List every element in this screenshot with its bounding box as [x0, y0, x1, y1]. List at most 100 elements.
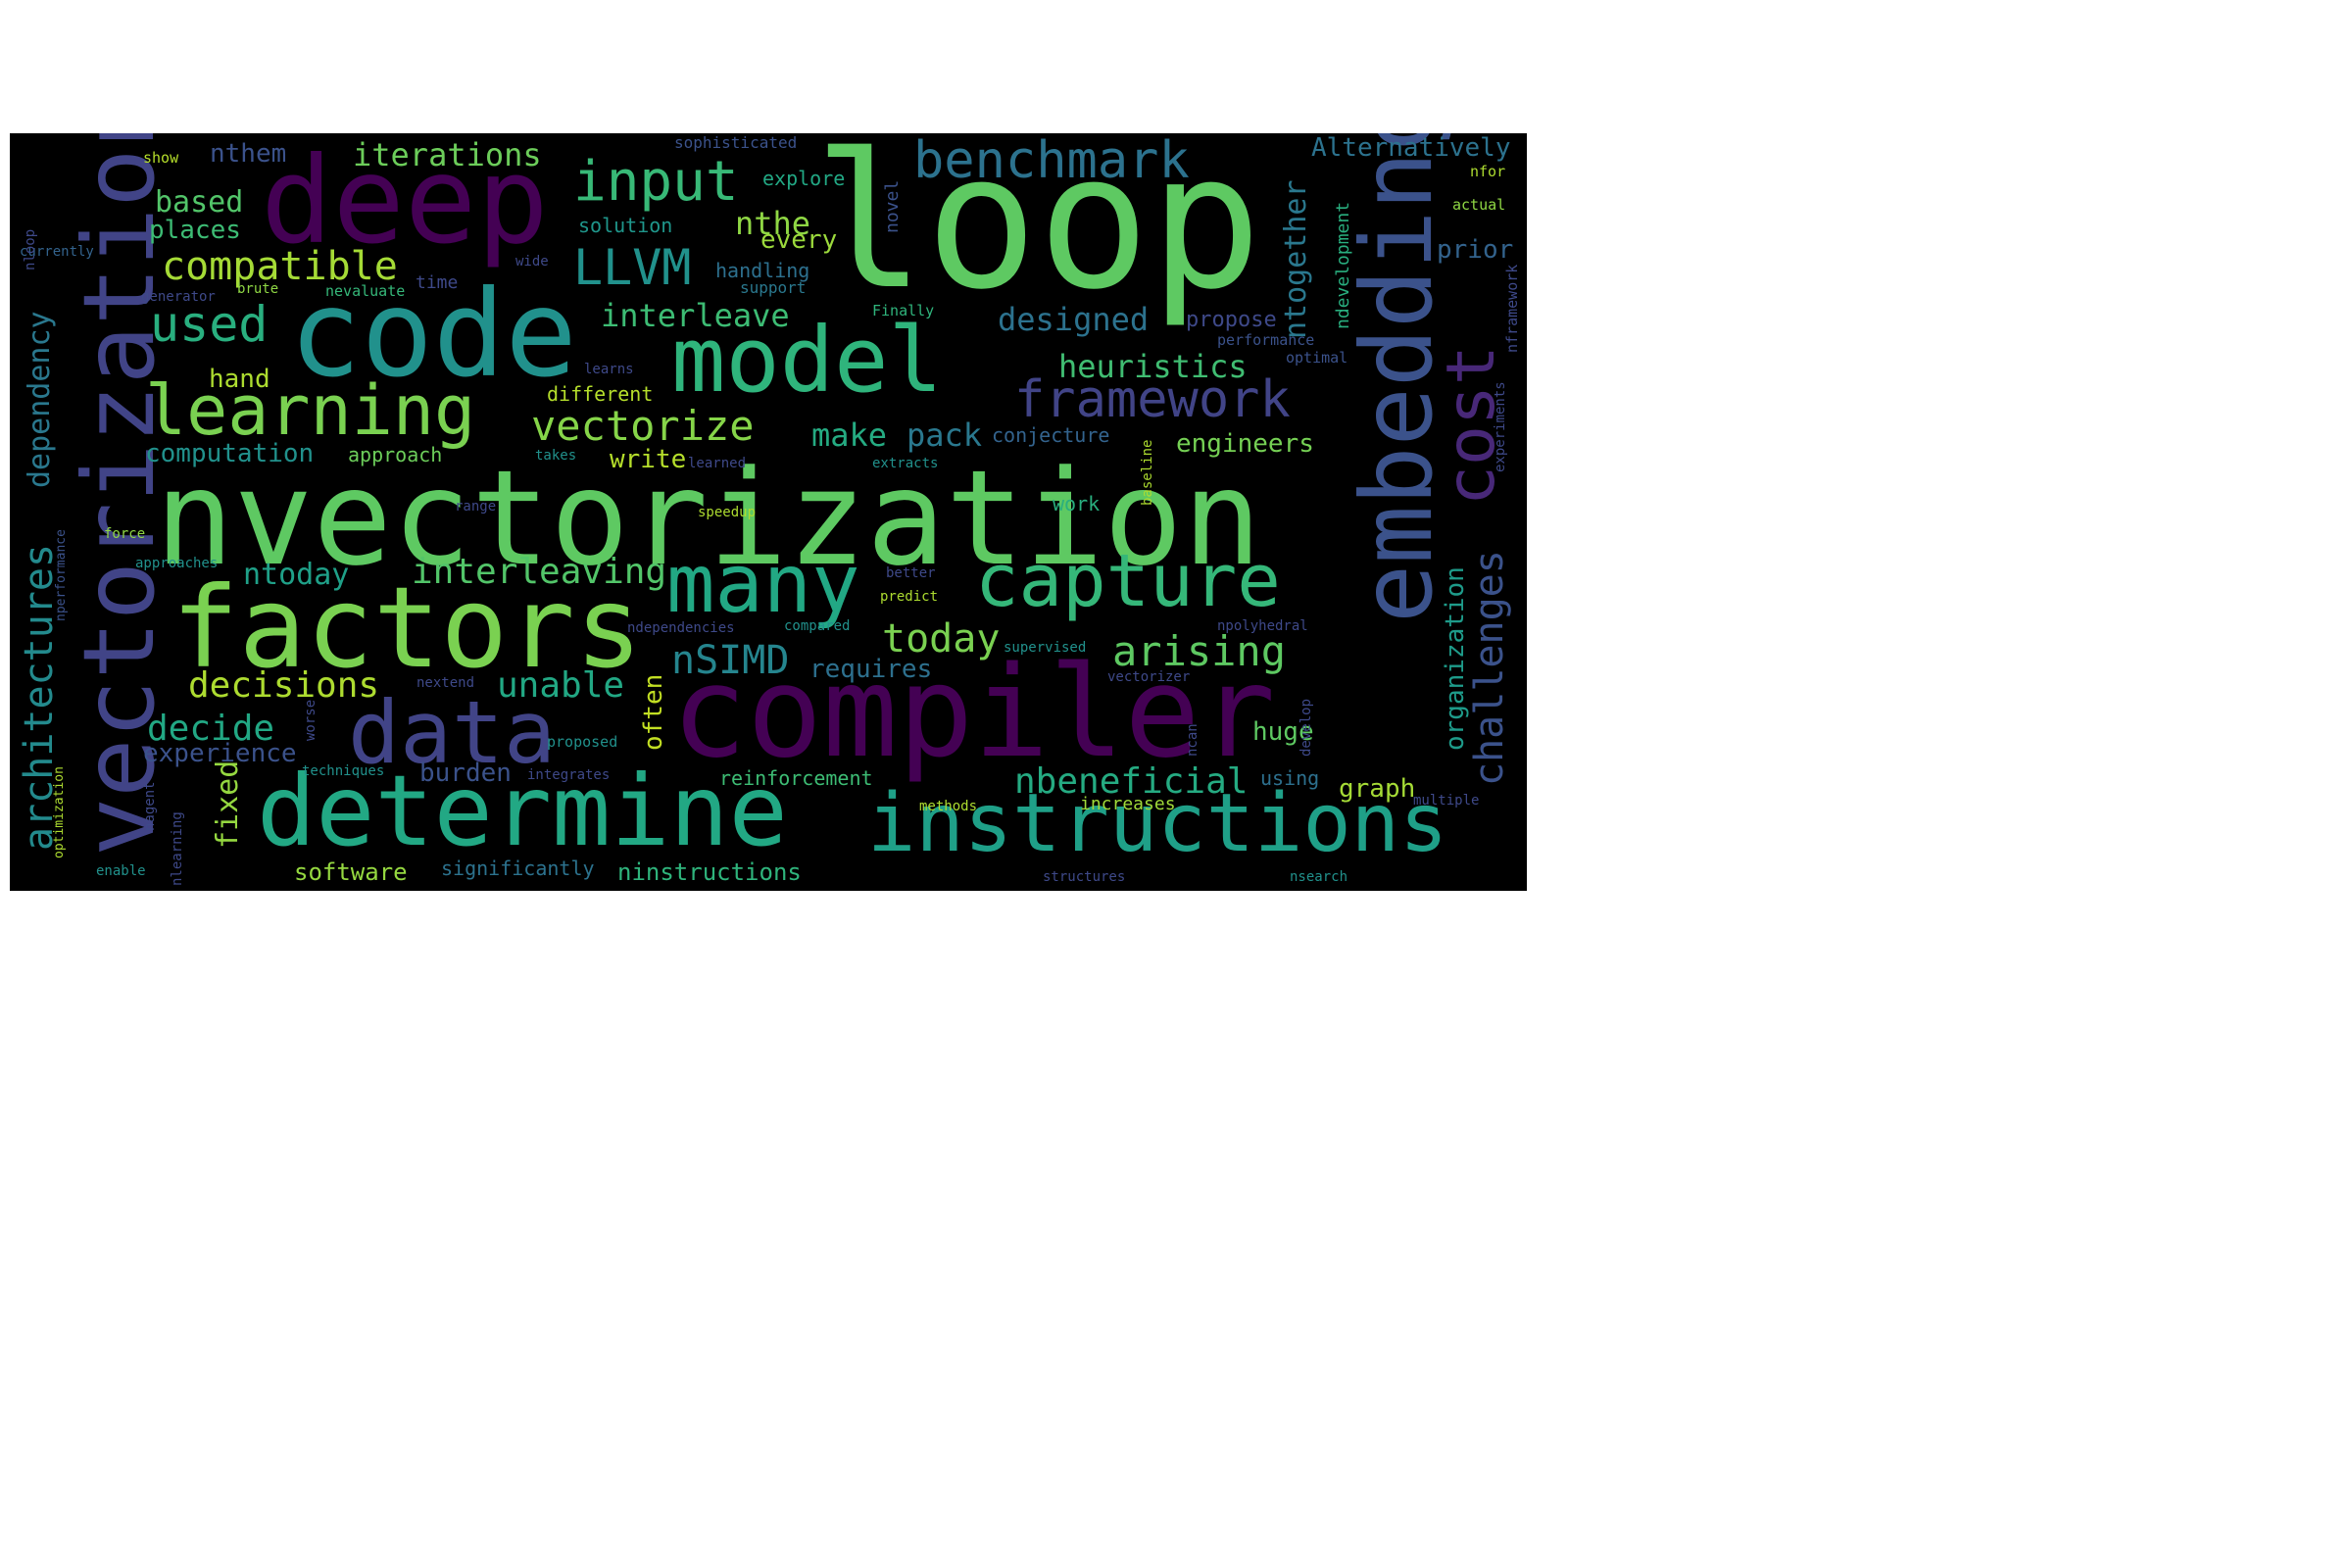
word: engineers — [1176, 429, 1314, 459]
word: range — [455, 499, 497, 514]
word: approach — [348, 443, 443, 466]
word: support — [740, 278, 807, 297]
word: graph — [1339, 774, 1416, 804]
word: today — [882, 616, 1001, 662]
word: compared — [784, 618, 851, 634]
word: data — [348, 682, 556, 783]
word: Finally — [872, 302, 935, 319]
word: optimization — [52, 766, 67, 858]
word: code — [289, 265, 577, 404]
word: nvectorization — [155, 442, 1262, 595]
word: burden — [419, 759, 512, 788]
word: actual — [1452, 196, 1506, 214]
word: takes — [535, 448, 577, 464]
word: dependency — [23, 311, 57, 488]
word: currently — [20, 244, 94, 260]
word: arising — [1112, 627, 1287, 675]
word: huge — [1252, 717, 1314, 747]
word: handling — [715, 259, 810, 282]
word: predict — [880, 589, 939, 605]
word: ninstructions — [617, 858, 802, 886]
word: nfor — [1470, 163, 1506, 180]
word: time — [416, 272, 459, 293]
word: baseline — [1140, 439, 1155, 506]
word: ntogether — [1279, 179, 1313, 339]
word: decisions — [188, 665, 380, 706]
word: iterations — [353, 136, 542, 173]
word: novel — [882, 179, 903, 233]
word: conjecture — [992, 423, 1110, 447]
word: often — [639, 673, 668, 751]
word: compatible — [162, 244, 398, 289]
word: reinforcement — [719, 766, 873, 790]
word: nagent — [142, 781, 158, 831]
word: decide — [147, 709, 275, 749]
word: using — [1260, 766, 1320, 790]
word: deep — [261, 133, 549, 270]
word: significantly — [441, 857, 595, 880]
word: optimal — [1286, 349, 1348, 367]
word: wide — [515, 254, 549, 270]
word: increases — [1080, 794, 1176, 814]
word: nextend — [416, 675, 475, 691]
word: write — [610, 445, 687, 474]
word: hand — [209, 365, 270, 394]
word: proposed — [547, 733, 618, 751]
word: worse — [303, 699, 318, 741]
word: prior — [1437, 235, 1514, 265]
word: brute — [237, 281, 279, 297]
word: nSIMD — [671, 638, 790, 683]
word: techniques — [302, 763, 385, 779]
word: software — [294, 858, 408, 886]
word: interleave — [601, 297, 790, 334]
word: integrates — [527, 767, 611, 783]
word: many — [666, 538, 860, 631]
word: methods — [919, 799, 978, 814]
word: learning — [145, 370, 476, 451]
word: fixed — [211, 760, 245, 849]
word: nloop — [23, 228, 38, 270]
word: every — [760, 225, 838, 255]
word: nframework — [1503, 264, 1521, 353]
word: show — [143, 149, 179, 167]
word: pack — [906, 416, 983, 454]
word: better — [886, 565, 936, 581]
word: loop — [813, 133, 1262, 330]
word: ndependencies — [627, 620, 735, 636]
word: designed — [998, 301, 1150, 338]
word: nsearch — [1290, 869, 1348, 885]
word: nthem — [210, 139, 287, 169]
word: nlearning — [170, 811, 185, 886]
word: generator — [141, 289, 216, 305]
word: speedup — [698, 505, 757, 520]
word: requires — [809, 655, 933, 684]
word: vectorize — [531, 402, 755, 450]
word: places — [149, 216, 241, 245]
word: propose — [1186, 308, 1277, 332]
word: learned — [688, 456, 747, 471]
word: performance — [1217, 331, 1315, 349]
word: model — [671, 308, 943, 413]
word: framework — [1014, 370, 1291, 429]
word: ncan — [1185, 723, 1200, 757]
word: nperformance — [54, 529, 69, 621]
word: approaches — [135, 556, 219, 571]
word: compiler — [671, 640, 1276, 786]
word: explore — [762, 167, 846, 190]
word: ntoday — [243, 558, 350, 592]
word: factors — [172, 563, 643, 693]
word: determine — [257, 754, 788, 868]
word: embedding — [1340, 133, 1454, 623]
word: force — [104, 526, 146, 542]
word: develop — [1298, 698, 1314, 757]
word: interleaving — [412, 552, 667, 592]
word: extracts — [872, 456, 939, 471]
word-cloud: nvectorization loop compiler code factor… — [10, 133, 1527, 891]
word: learns — [584, 362, 634, 377]
word: structures — [1043, 869, 1126, 885]
word: benchmark — [913, 133, 1190, 190]
word: vectorizer — [1107, 669, 1191, 685]
word: used — [150, 296, 269, 353]
word: make — [811, 416, 888, 454]
word: organization — [1441, 566, 1470, 751]
